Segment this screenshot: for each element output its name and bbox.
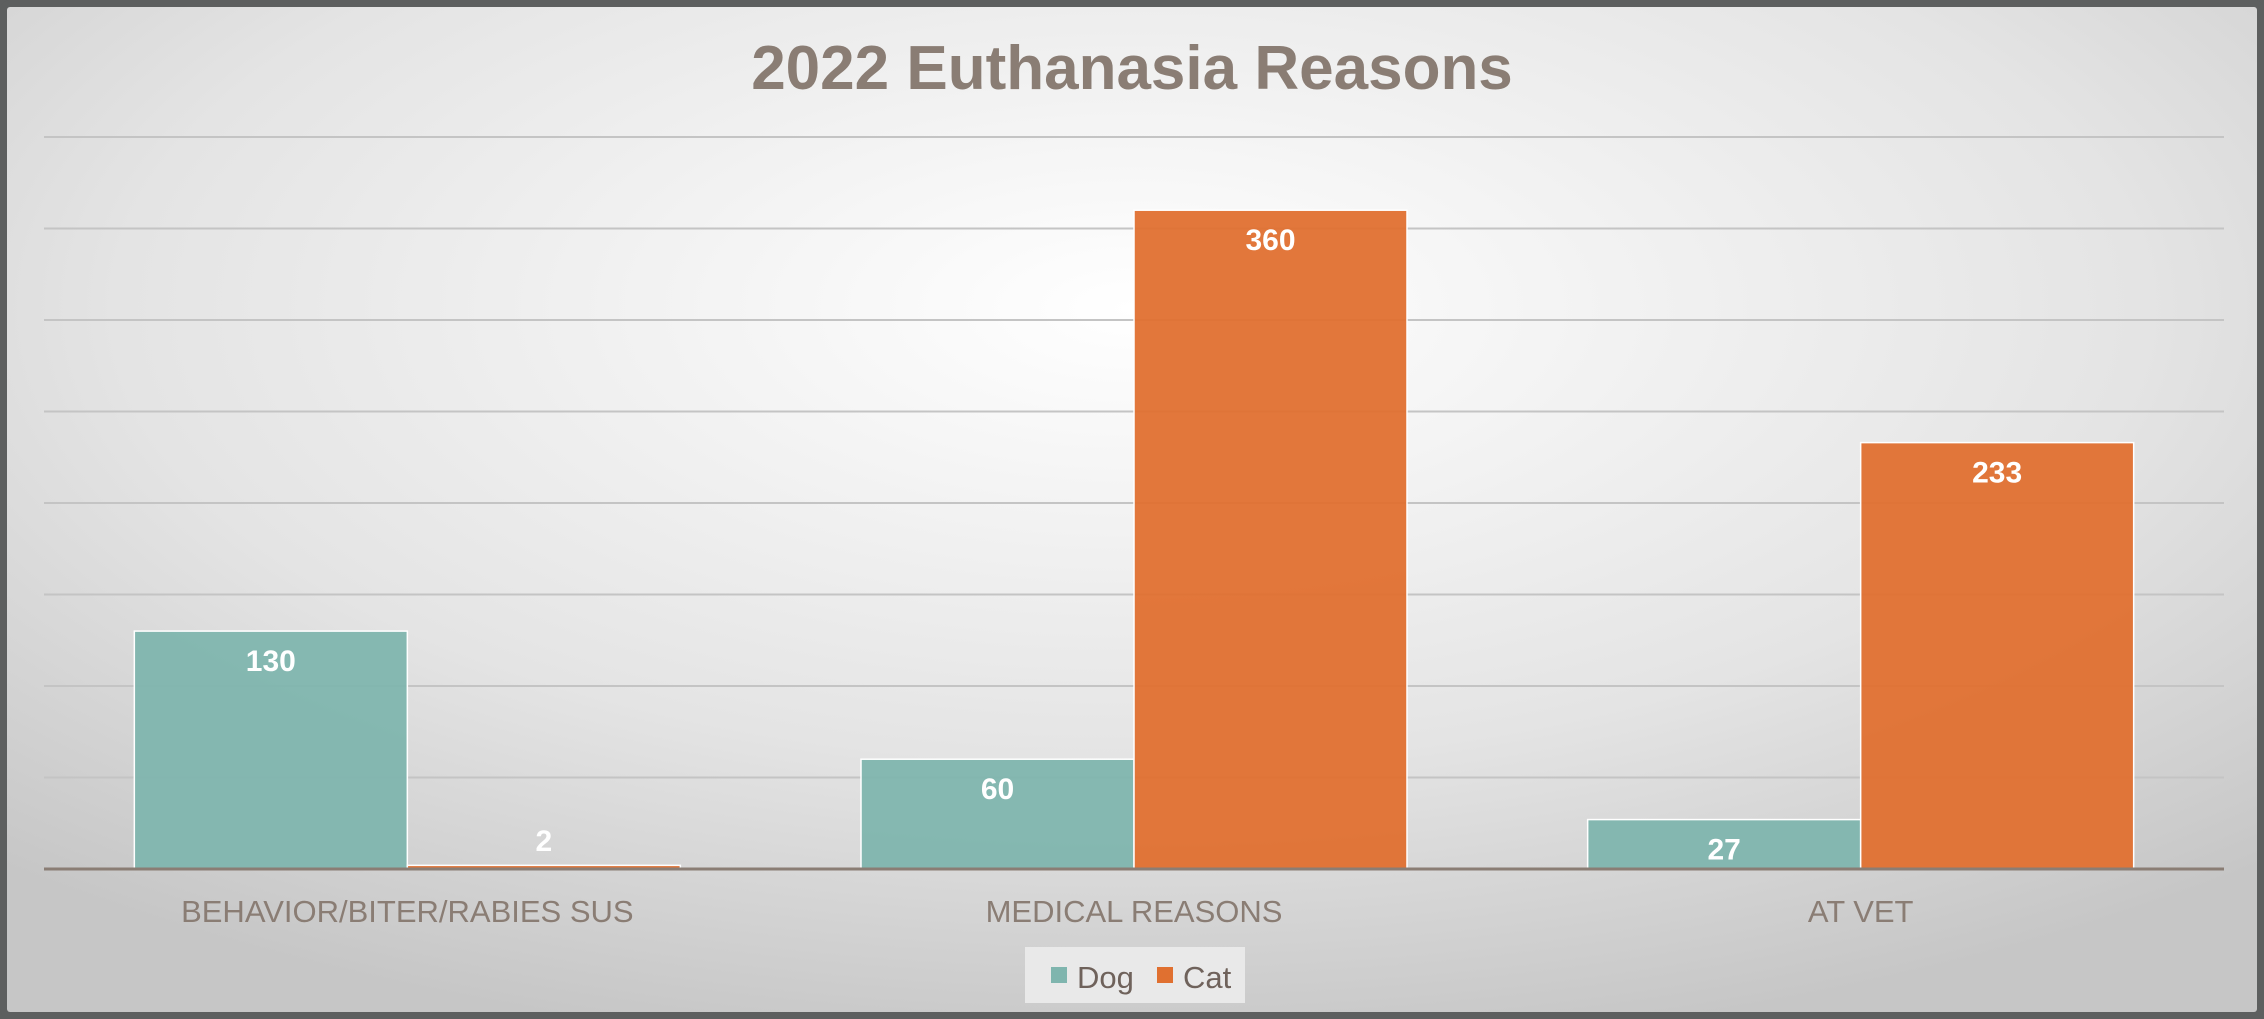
legend-swatch-dog — [1051, 967, 1067, 983]
bar-dog — [133, 630, 409, 870]
bar-dog — [1586, 818, 1862, 870]
data-label: 130 — [246, 645, 296, 678]
bar-cat — [1859, 441, 2135, 870]
legend-swatch-cat — [1157, 967, 1173, 983]
data-label: 27 — [1707, 834, 1740, 867]
data-label: 360 — [1245, 224, 1295, 257]
bar-cat — [1133, 209, 1408, 870]
bars: 130 2 60 360 27 233 — [133, 209, 2135, 870]
category-tick-label: AT VET — [1808, 894, 1914, 929]
category-tick-label: BEHAVIOR/BITER/RABIES SUS — [181, 894, 633, 929]
bar-chart: 130 2 60 360 27 233 BEHAVIOR/BITER/RABIES SUS… — [7, 7, 2257, 1012]
category-tick-label: MEDICAL REASONS — [986, 894, 1283, 929]
legend: Dog Cat — [1025, 947, 1245, 1003]
data-label: 233 — [1972, 457, 2022, 490]
legend-label: Cat — [1183, 960, 1232, 995]
data-label: 2 — [535, 825, 552, 858]
data-label: 60 — [981, 773, 1014, 806]
chart-title: 2022 Euthanasia Reasons — [751, 34, 1513, 103]
legend-label: Dog — [1077, 960, 1134, 995]
bar-dog — [860, 758, 1135, 870]
x-axis: BEHAVIOR/BITER/RABIES SUS MEDICAL REASONS… — [44, 867, 2224, 929]
